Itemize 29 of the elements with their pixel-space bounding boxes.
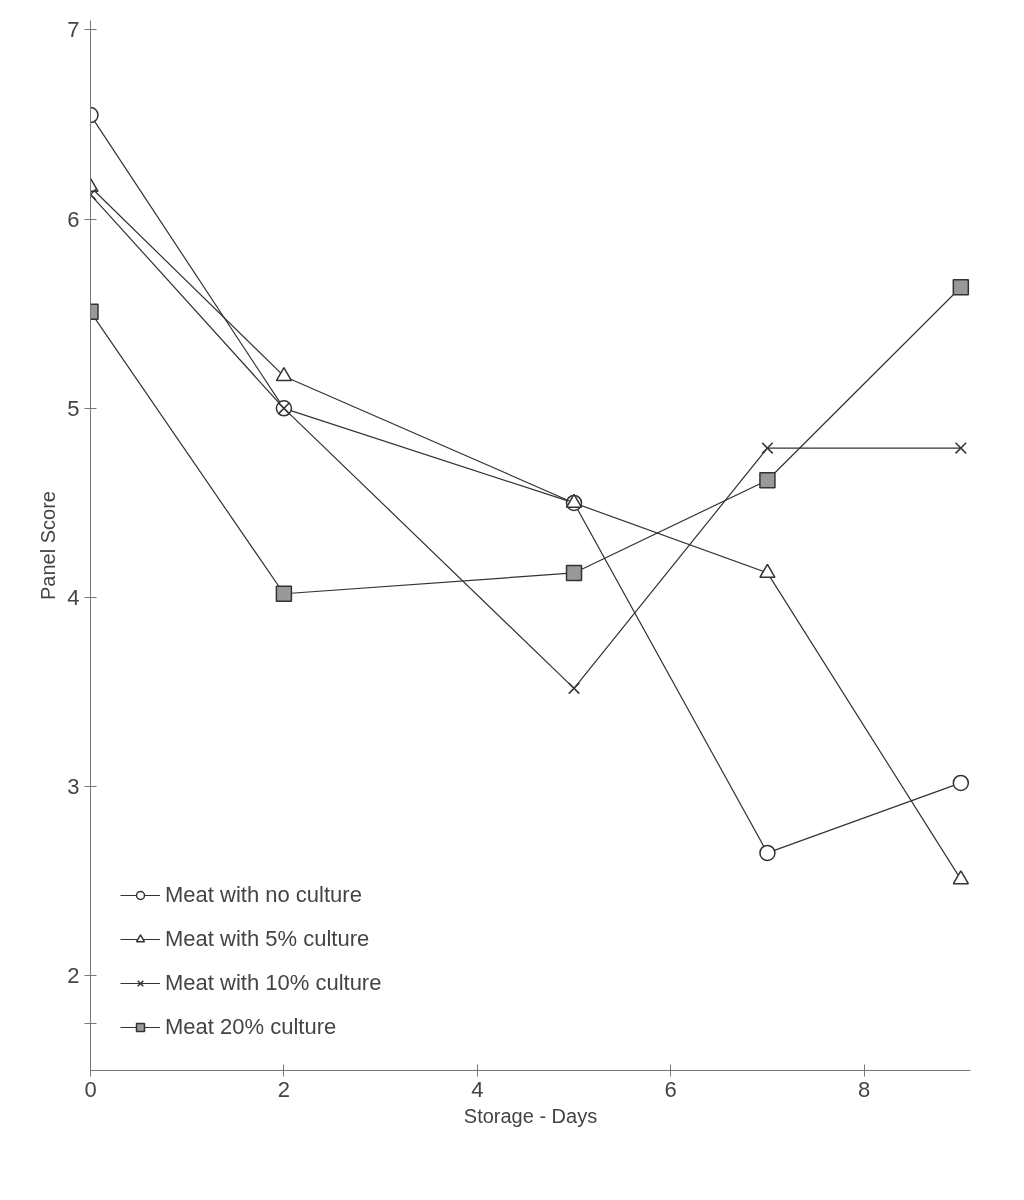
point: [275, 366, 293, 382]
point: [761, 442, 774, 455]
x-tick-label: 8: [858, 1076, 871, 1102]
point: [759, 844, 776, 862]
x-axis-title: Storage - Days: [463, 1104, 598, 1127]
y-tick-label: 4: [67, 585, 80, 611]
y-tick-label: 3: [67, 774, 80, 800]
point: [759, 471, 776, 489]
legend-label: Meat with 5% culture: [165, 926, 370, 952]
point: [565, 564, 583, 582]
y-tick-label: 5: [67, 395, 80, 421]
point: [275, 585, 293, 602]
x-tick-label: 6: [664, 1076, 677, 1102]
point: [954, 442, 967, 455]
point: [567, 682, 581, 695]
point: [759, 563, 776, 579]
x-tick-label: 0: [84, 1076, 97, 1102]
y-tick-label: 7: [67, 17, 80, 43]
legend-label: Meat 20% culture: [165, 1014, 337, 1040]
point: [952, 279, 970, 296]
point: [952, 870, 970, 885]
y-tick-label: 6: [67, 206, 80, 232]
y-axis-title: Panel Score: [37, 491, 60, 600]
point: [952, 774, 970, 792]
x-tick-label: 2: [277, 1076, 291, 1102]
legend-label: Meat with no culture: [165, 882, 362, 908]
x-tick-label: 4: [471, 1076, 484, 1102]
y-tick-label: 2: [67, 963, 80, 989]
legend-label: Meat with 10% culture: [165, 970, 382, 996]
